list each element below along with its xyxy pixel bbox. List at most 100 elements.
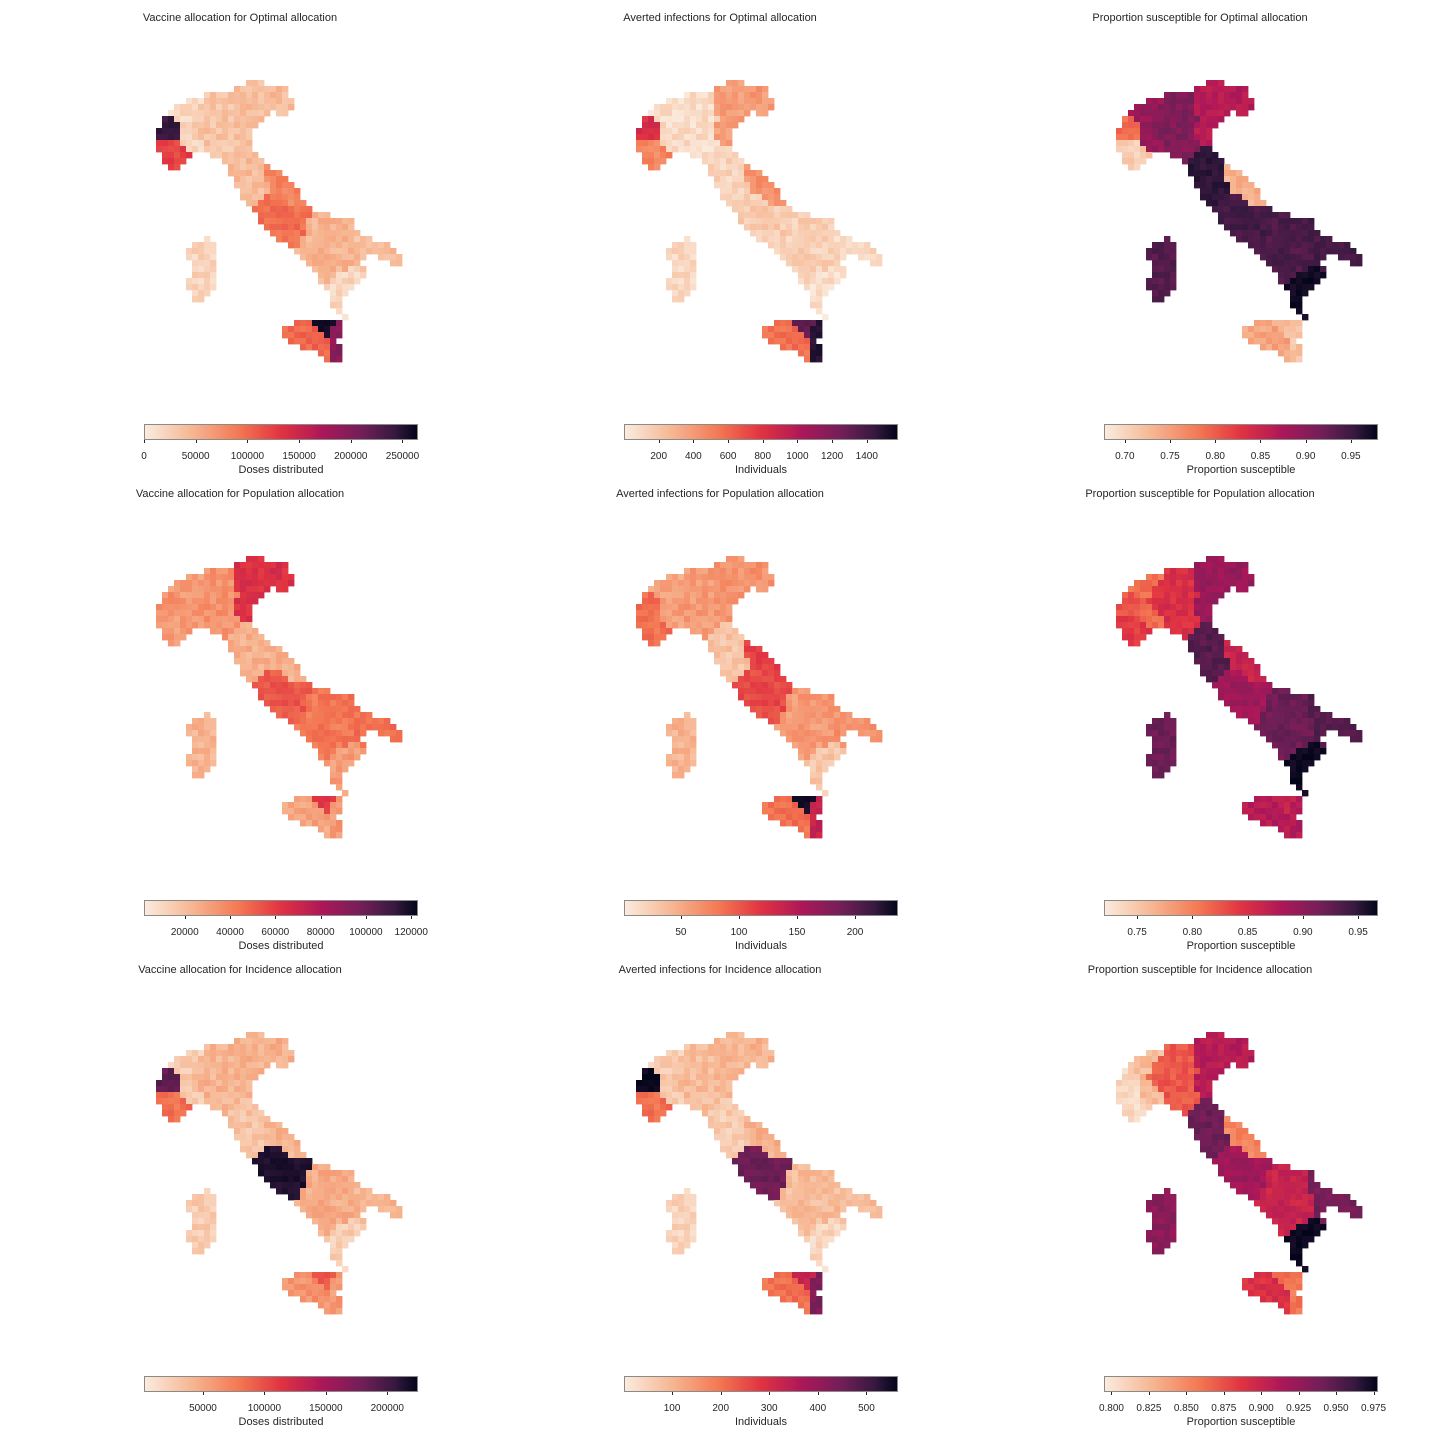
province-sicily_ne — [798, 802, 805, 809]
province-ne — [1206, 610, 1213, 617]
province-ne — [732, 586, 739, 593]
province-ne — [1212, 1068, 1219, 1075]
province-sardinia — [186, 254, 193, 261]
province-lazio — [744, 1176, 751, 1183]
province-heel — [870, 736, 877, 743]
province-north — [234, 1068, 241, 1075]
province-piedmont_s — [648, 1104, 655, 1111]
province-north — [198, 1074, 205, 1081]
province-toe — [1290, 772, 1297, 779]
province-north — [216, 122, 223, 129]
province-south — [318, 1170, 325, 1177]
colorbar-label: Doses distributed — [238, 940, 324, 952]
province-north — [228, 628, 235, 635]
province-center — [1206, 146, 1213, 153]
province-north — [708, 610, 715, 617]
province-ne — [1224, 92, 1231, 99]
province-south — [1302, 1176, 1309, 1183]
province-center — [1200, 164, 1207, 171]
province-south — [306, 1170, 313, 1177]
province-center — [246, 164, 253, 171]
province-lazio — [774, 1188, 781, 1195]
province-heel — [366, 1188, 373, 1195]
province-heel — [852, 248, 859, 255]
province-heel — [384, 242, 391, 249]
province-heel — [384, 248, 391, 255]
province-sicily — [1248, 814, 1255, 821]
province-center — [1212, 1128, 1219, 1135]
province-south — [342, 254, 349, 261]
province-center — [234, 152, 241, 159]
province-heel — [1326, 248, 1333, 255]
province-north — [1182, 1068, 1189, 1075]
province-toe — [342, 314, 349, 321]
province-heel — [396, 1212, 403, 1219]
province-ne — [1194, 1050, 1201, 1057]
province-aosta — [636, 604, 643, 611]
province-sardinia — [1170, 1212, 1177, 1219]
province-south — [804, 730, 811, 737]
province-ne — [1206, 122, 1213, 129]
province-lazio — [750, 206, 757, 213]
province-ne — [240, 610, 247, 617]
province-north — [1182, 1044, 1189, 1051]
province-ne — [240, 1038, 247, 1045]
province-piedmont_s — [180, 634, 187, 641]
province-south — [1266, 1176, 1273, 1183]
province-north — [684, 98, 691, 105]
province-center — [732, 1146, 739, 1153]
province-sardinia — [684, 248, 691, 255]
province-heel — [864, 718, 871, 725]
province-south — [1254, 248, 1261, 255]
province-center — [1188, 646, 1195, 653]
province-lazio — [300, 206, 307, 213]
province-south — [1278, 1200, 1285, 1207]
province-lazio — [780, 1158, 787, 1165]
province-north — [708, 1050, 715, 1057]
province-sardinia — [204, 272, 211, 279]
province-adriatic — [744, 646, 751, 653]
province-south — [804, 742, 811, 749]
province-south — [336, 1218, 343, 1225]
province-south — [330, 1170, 337, 1177]
province-north — [1176, 610, 1183, 617]
province-center — [738, 658, 745, 665]
province-north — [714, 622, 721, 629]
province-piedmont_s — [1146, 152, 1153, 159]
province-sardinia — [684, 290, 691, 297]
province-north — [210, 134, 217, 141]
province-toe — [336, 766, 343, 773]
province-sardinia — [1158, 248, 1165, 255]
province-sardinia — [684, 260, 691, 267]
province-sardinia — [678, 1242, 685, 1249]
province-ne — [756, 574, 763, 581]
province-north — [696, 574, 703, 581]
province-heel — [1338, 1206, 1345, 1213]
province-center — [234, 158, 241, 165]
province-south — [330, 236, 337, 243]
province-nw — [1146, 586, 1153, 593]
province-north — [1164, 1068, 1171, 1075]
province-lazio — [276, 194, 283, 201]
province-lazio — [780, 206, 787, 213]
province-ne — [738, 80, 745, 87]
province-center — [1206, 1146, 1213, 1153]
province-south — [816, 694, 823, 701]
province-ne — [258, 92, 265, 99]
colorbar-tick-label: 100000 — [247, 1403, 282, 1414]
province-north — [222, 1050, 229, 1057]
province-adriatic — [270, 1128, 277, 1135]
province-adriatic — [294, 676, 301, 683]
province-center — [264, 182, 271, 189]
province-sicily — [1254, 1272, 1261, 1279]
province-nw — [1140, 604, 1147, 611]
province-sardinia — [690, 1206, 697, 1213]
province-lazio — [258, 1164, 265, 1171]
province-sicily_ne — [804, 802, 811, 809]
province-south — [312, 718, 319, 725]
province-sardinia — [1164, 1242, 1171, 1249]
province-toe — [354, 742, 361, 749]
province-lazio — [258, 212, 265, 219]
province-north — [1164, 1098, 1171, 1105]
province-north — [222, 616, 229, 623]
